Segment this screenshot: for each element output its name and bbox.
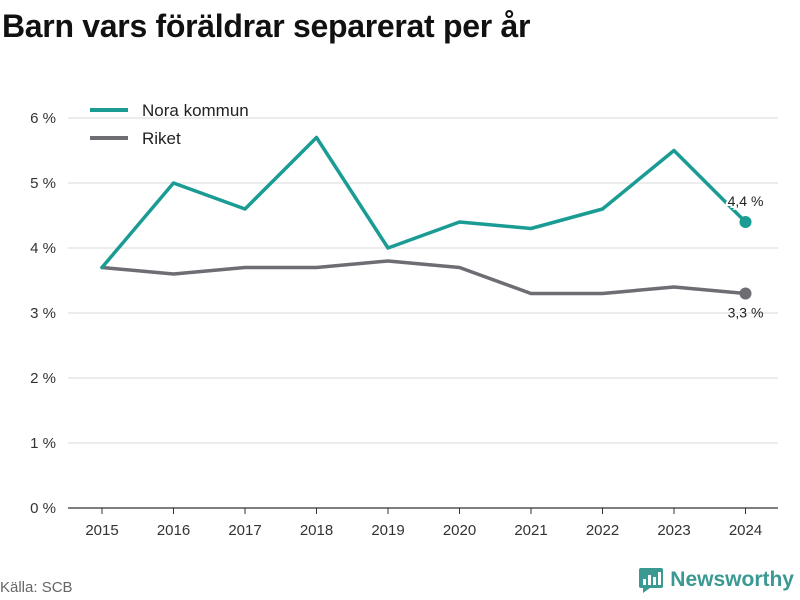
legend-label: Nora kommun [142, 101, 249, 120]
chart-title: Barn vars föräldrar separerat per år [2, 8, 531, 44]
y-tick-label: 1 % [30, 435, 56, 452]
end-point-marker [739, 287, 752, 300]
series-line-riket [100, 259, 748, 296]
x-tick-label: 2019 [371, 522, 404, 539]
y-tick-label: 0 % [30, 500, 56, 517]
y-tick-label: 6 % [30, 110, 56, 127]
x-tick-label: 2020 [443, 522, 476, 539]
y-tick-label: 4 % [30, 240, 56, 257]
x-tick-label: 2016 [157, 522, 190, 539]
brand-logo: Newsworthy [638, 566, 794, 594]
x-tick-label: 2015 [85, 522, 118, 539]
source-note: Källa: SCB [0, 579, 73, 596]
x-tick-label: 2017 [228, 522, 261, 539]
series-line-nora-kommun [100, 135, 748, 270]
legend-label: Riket [142, 129, 181, 148]
y-tick-label: 5 % [30, 175, 56, 192]
data-label-nora: 4,4 % [728, 193, 764, 209]
x-tick-label: 2023 [657, 522, 690, 539]
data-label-riket: 3,3 % [728, 305, 764, 321]
x-tick-label: 2021 [514, 522, 547, 539]
newsworthy-logo-icon [639, 568, 664, 593]
x-tick-label: 2022 [586, 522, 619, 539]
end-point-marker [739, 216, 752, 228]
brand-name: Newsworthy [670, 568, 794, 591]
x-tick-label: 2018 [300, 522, 333, 539]
y-tick-label: 2 % [30, 370, 56, 387]
y-tick-label: 3 % [30, 305, 56, 322]
x-tick-label: 2024 [729, 522, 762, 539]
